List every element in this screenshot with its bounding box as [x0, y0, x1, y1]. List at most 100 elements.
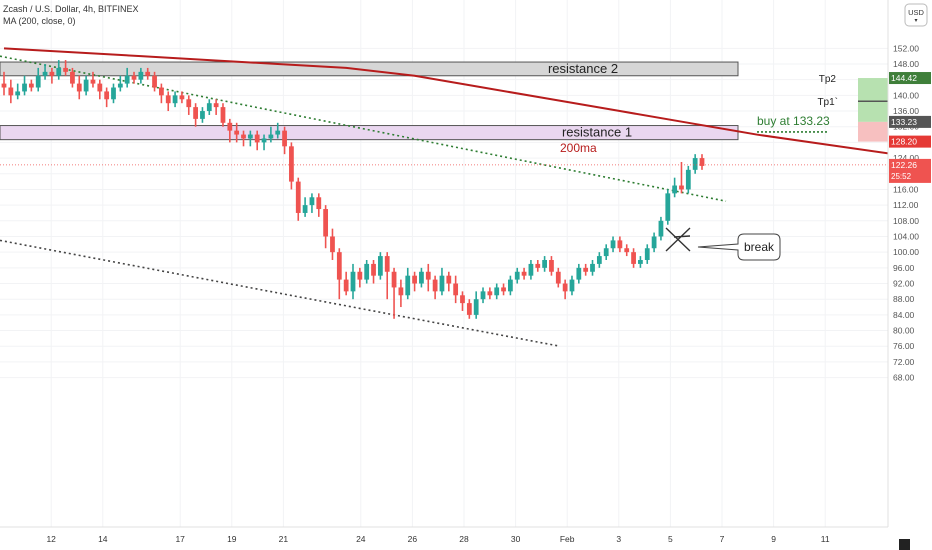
candle-body	[254, 134, 260, 143]
time-tick-label: 24	[356, 534, 366, 544]
candle-body	[446, 275, 452, 284]
candle-body	[206, 103, 212, 112]
candle	[651, 232, 657, 253]
candle-body	[371, 263, 376, 276]
time-tick-label: 28	[459, 534, 469, 544]
ma200-label: 200ma	[560, 141, 597, 155]
candle	[432, 275, 438, 300]
price-tick-label: 80.00	[893, 326, 915, 336]
candle-body	[555, 271, 561, 284]
upper-trendline[interactable]	[0, 55, 727, 202]
candle-body	[672, 185, 678, 194]
candle-body	[603, 248, 609, 257]
candle-body	[138, 71, 144, 80]
candle-body	[145, 71, 151, 76]
candle	[289, 142, 294, 190]
candle	[220, 103, 226, 127]
price-tick-label: 96.00	[893, 263, 915, 273]
break-annotation[interactable]: break	[665, 227, 781, 261]
candle	[542, 256, 547, 272]
candle	[473, 291, 479, 319]
candle	[610, 236, 616, 253]
target-zone[interactable]	[858, 78, 888, 122]
candle-body	[453, 283, 459, 296]
break-callout	[697, 233, 781, 261]
candle-body	[35, 75, 41, 88]
symbol-title: Zcash / U.S. Dollar, 4h, BITFINEX	[3, 4, 139, 14]
candle	[186, 95, 192, 115]
candle	[179, 91, 185, 104]
candle-body	[596, 256, 602, 264]
candle-body	[295, 181, 301, 213]
candle-body	[610, 240, 616, 249]
candle	[49, 67, 55, 84]
candle	[316, 193, 322, 217]
candle-body	[665, 193, 671, 221]
candle	[480, 287, 486, 304]
candle	[590, 260, 595, 276]
resistance-1-label: resistance 1	[562, 125, 632, 140]
candle	[63, 60, 68, 76]
candle-body	[576, 267, 582, 280]
stop-price-text: 128.20	[891, 137, 917, 147]
candle-body	[685, 169, 691, 190]
candle	[323, 205, 329, 249]
stop-price-tag	[889, 135, 931, 148]
candle-body	[282, 130, 287, 147]
candle-body	[90, 79, 96, 84]
candle-body	[364, 263, 370, 280]
candle-body	[117, 83, 123, 88]
resistance-2-zone[interactable]	[0, 61, 739, 77]
candle	[131, 71, 137, 84]
price-axis-bg	[888, 0, 932, 527]
candle-body	[83, 79, 89, 92]
time-axis[interactable]	[0, 526, 888, 550]
candle	[439, 267, 445, 296]
candle	[617, 236, 623, 253]
candle	[70, 67, 75, 88]
candle-body	[76, 83, 82, 92]
candle-body	[631, 252, 636, 264]
candle	[97, 79, 103, 100]
candle-body	[508, 279, 513, 292]
price-axis[interactable]: USD ▾	[887, 0, 932, 527]
candle	[453, 275, 459, 304]
candle	[42, 64, 48, 80]
candle	[638, 256, 643, 268]
candle	[330, 228, 335, 260]
candle-body	[494, 287, 500, 296]
candle	[104, 87, 110, 108]
candle-body	[159, 87, 164, 96]
time-tick-label: 5	[668, 534, 673, 544]
entry-price-tag	[889, 115, 931, 128]
tp2-price-tag	[889, 72, 931, 85]
candle-body	[97, 83, 103, 92]
candle-body	[1, 83, 7, 88]
resistance-1-zone[interactable]	[0, 125, 739, 141]
candle-body	[152, 75, 157, 88]
last-price-tag	[889, 158, 931, 183]
currency-box[interactable]	[904, 3, 928, 27]
candle	[350, 263, 356, 300]
candle	[76, 75, 82, 100]
candle-body	[63, 67, 68, 72]
entry-price-text: 133.23	[891, 117, 917, 127]
plot-area[interactable]	[0, 0, 888, 527]
candle	[336, 248, 342, 300]
candle-body	[658, 220, 664, 237]
time-tick-label: Feb	[560, 534, 575, 544]
time-tick-label: 9	[771, 534, 776, 544]
candle	[521, 267, 527, 280]
candle-body	[261, 138, 267, 143]
candle	[261, 134, 267, 151]
price-tick-label: 140.00	[893, 90, 919, 100]
candle-body	[521, 271, 527, 276]
candle-body	[15, 91, 21, 96]
candle	[282, 126, 287, 155]
stop-zone[interactable]	[858, 121, 888, 142]
candle	[56, 60, 62, 80]
candle-body	[377, 256, 383, 276]
candle	[152, 71, 157, 92]
candle-body	[200, 111, 205, 119]
